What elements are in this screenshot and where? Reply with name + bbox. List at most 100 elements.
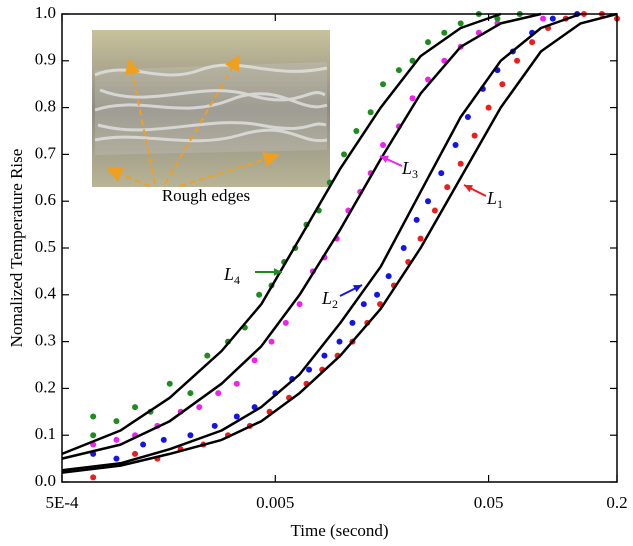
label-arrowhead [353, 285, 362, 293]
x-tick-label: 5E-4 [45, 493, 79, 512]
curve-label-sub: 3 [412, 167, 418, 181]
point [113, 418, 120, 425]
point [341, 151, 348, 158]
point [306, 366, 313, 373]
point [251, 357, 258, 364]
y-tick-label: 0.4 [35, 284, 57, 303]
series [90, 11, 523, 439]
y-tick-label: 0.9 [35, 50, 56, 69]
point [256, 291, 263, 298]
point [349, 319, 356, 326]
point [438, 170, 445, 177]
point [187, 432, 194, 439]
point [90, 413, 97, 420]
point [336, 338, 343, 345]
fit-curve [61, 12, 618, 474]
point [196, 404, 203, 411]
curve-label: L1 [486, 188, 503, 211]
label-arrowhead [380, 155, 389, 163]
inset-image [92, 30, 330, 187]
curve-label: L2 [321, 288, 338, 311]
curve-label-main: L [486, 188, 497, 208]
label-arrowhead [273, 268, 282, 276]
label-arrowhead [464, 185, 473, 193]
point [132, 450, 139, 457]
point [409, 57, 416, 64]
point [211, 422, 218, 429]
point [113, 436, 120, 443]
point [204, 352, 211, 359]
point [233, 413, 240, 420]
inset-texture [95, 62, 327, 155]
point [464, 113, 471, 120]
point [409, 95, 416, 102]
inset-arrows [106, 54, 280, 187]
point [457, 20, 464, 27]
point [395, 67, 402, 74]
curve-label-sub: 2 [332, 297, 338, 311]
point [425, 39, 432, 46]
y-tick-label: 0.8 [35, 97, 56, 116]
point [380, 142, 387, 149]
point [90, 474, 97, 481]
x-tick-label: 0.05 [474, 493, 504, 512]
point [251, 404, 258, 411]
point [385, 273, 392, 280]
point [268, 338, 275, 345]
point [321, 352, 328, 359]
point [485, 104, 492, 111]
point [140, 441, 147, 448]
point [282, 319, 289, 326]
y-tick-label: 1.0 [35, 3, 56, 22]
y-axis-label: Nomalized Temperature Rise [7, 149, 26, 348]
y-tick-label: 0.6 [35, 190, 56, 209]
point [90, 432, 97, 439]
plot-frame [61, 13, 618, 483]
inset-label: Rough edges [162, 186, 250, 205]
point [452, 142, 459, 149]
inset-photo: Rough edges [92, 30, 330, 205]
point [514, 57, 521, 64]
curve-label-main: L [401, 158, 412, 178]
curve-label-sub: 4 [234, 273, 240, 287]
point [233, 380, 240, 387]
point [353, 128, 360, 134]
y-tick-label: 0.0 [35, 471, 56, 490]
y-tick-label: 0.7 [35, 143, 57, 162]
curve-label-main: L [321, 288, 332, 308]
y-tick-label: 0.2 [35, 377, 56, 396]
point [160, 436, 167, 443]
point [367, 109, 374, 116]
fit-curve [61, 12, 582, 472]
point [499, 81, 506, 88]
point [540, 15, 547, 22]
point [360, 301, 367, 308]
curve-label: L3 [401, 158, 418, 181]
point [166, 380, 173, 387]
point [529, 39, 536, 46]
fit-curve [61, 12, 542, 460]
fit-curve [61, 12, 502, 456]
point [417, 235, 424, 242]
x-tick-label: 0.2 [606, 493, 627, 512]
point [494, 15, 501, 22]
x-axis-label: Time (second) [290, 521, 388, 540]
point [187, 390, 194, 397]
point [425, 198, 432, 205]
point [380, 81, 387, 88]
point [400, 245, 407, 251]
point [374, 291, 381, 298]
point [132, 404, 139, 411]
y-tick-label: 0.1 [35, 424, 56, 443]
y-tick-label: 0.5 [35, 237, 56, 256]
point [215, 390, 222, 397]
point [457, 160, 464, 167]
y-tick-label: 0.3 [35, 331, 56, 350]
point [113, 455, 120, 462]
point [413, 216, 420, 223]
point [425, 76, 432, 83]
x-tick-label: 0.005 [256, 493, 294, 512]
point [444, 184, 451, 191]
point [431, 207, 438, 214]
